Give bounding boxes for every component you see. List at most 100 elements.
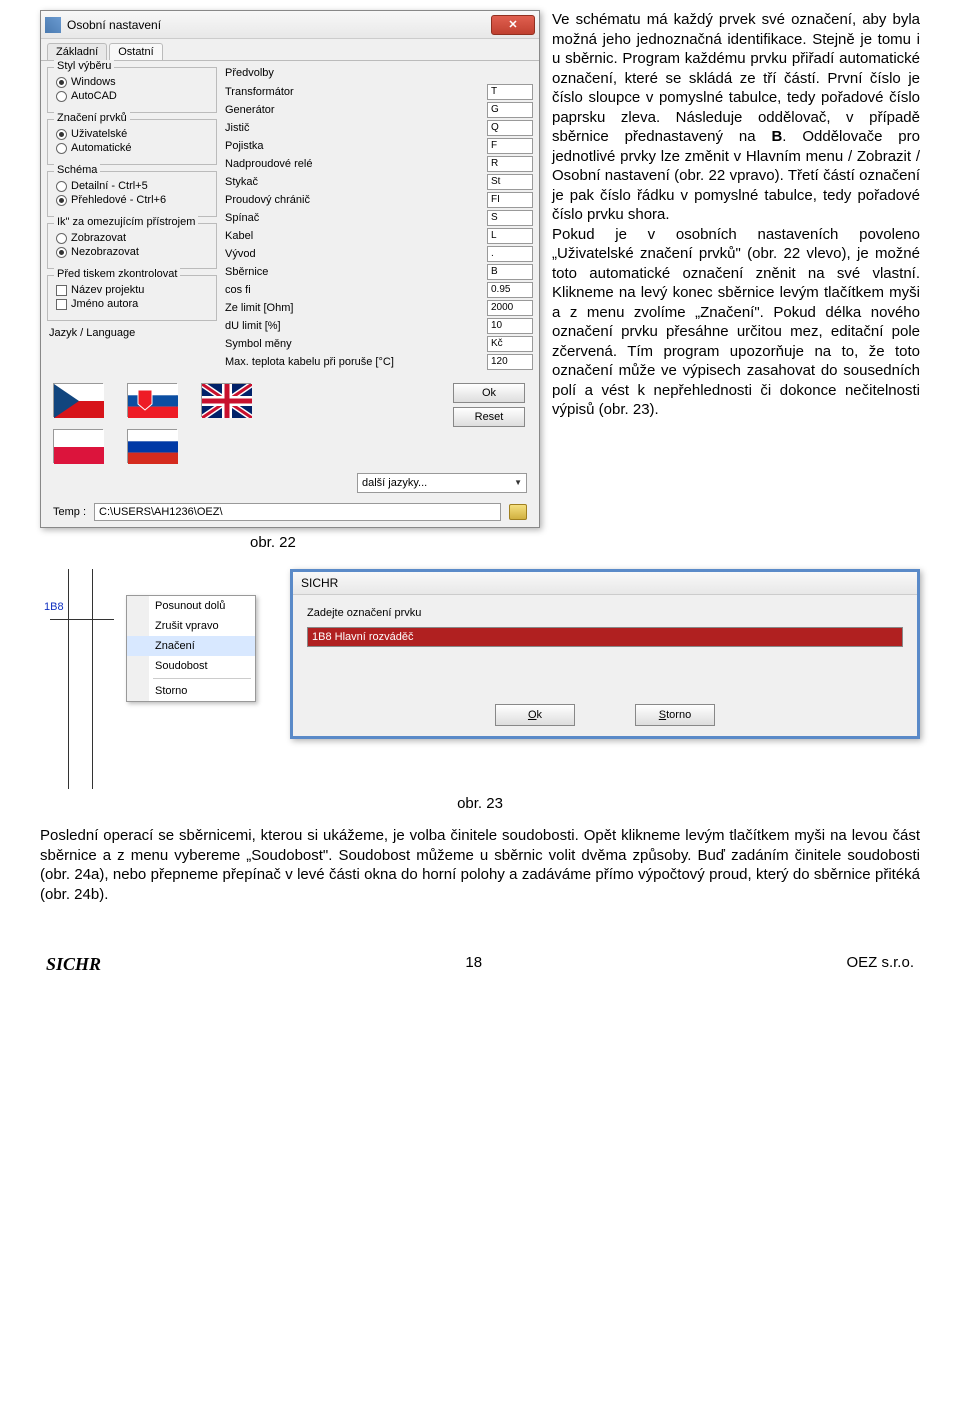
group-schema: Schéma Detailní - Ctrl+5 Přehledové - Ct… bbox=[47, 171, 217, 217]
preset-label: Pojistka bbox=[225, 140, 487, 152]
preset-label: Sběrnice bbox=[225, 266, 487, 278]
flag-cz[interactable] bbox=[53, 383, 103, 417]
flag-pl[interactable] bbox=[53, 429, 103, 463]
group-title: Ik" za omezujícím přístrojem bbox=[54, 216, 198, 228]
company: OEZ s.r.o. bbox=[846, 954, 914, 975]
radio-user[interactable] bbox=[56, 129, 67, 140]
app-icon bbox=[45, 17, 61, 33]
other-languages-dropdown[interactable]: další jazyky... ▼ bbox=[357, 473, 527, 493]
temp-input[interactable]: C:\USERS\AH1236\OEZ\ bbox=[94, 503, 501, 521]
flag-sk[interactable] bbox=[127, 383, 177, 417]
preset-input[interactable]: G bbox=[487, 102, 533, 118]
diagram-lines: 1B8 bbox=[40, 569, 122, 789]
titlebar: Osobní nastavení ✕ bbox=[41, 11, 539, 39]
presets-list: TransformátorTGenerátorGJističQPojistkaF… bbox=[225, 83, 533, 371]
preset-input[interactable]: 120 bbox=[487, 354, 533, 370]
preset-input[interactable]: . bbox=[487, 246, 533, 262]
preset-input[interactable]: S bbox=[487, 210, 533, 226]
preset-row: Symbol měnyKč bbox=[225, 335, 533, 353]
ok-button[interactable]: Ok bbox=[453, 383, 525, 403]
prompt-title: SICHR bbox=[293, 572, 917, 595]
preset-label: Vývod bbox=[225, 248, 487, 260]
menu-item[interactable]: Soudobost bbox=[127, 656, 255, 676]
flag-uk[interactable] bbox=[201, 383, 251, 417]
preset-row: JističQ bbox=[225, 119, 533, 137]
preset-label: Stykač bbox=[225, 176, 487, 188]
radio-windows[interactable] bbox=[56, 77, 67, 88]
preset-row: KabelL bbox=[225, 227, 533, 245]
preset-input[interactable]: 10 bbox=[487, 318, 533, 334]
preset-input[interactable]: F bbox=[487, 138, 533, 154]
preset-row: cos fi0.95 bbox=[225, 281, 533, 299]
caption-23: obr. 23 bbox=[40, 795, 920, 812]
prompt-storno[interactable]: Storno bbox=[635, 704, 715, 726]
preset-input[interactable]: 0.95 bbox=[487, 282, 533, 298]
radio-detail[interactable] bbox=[56, 181, 67, 192]
preset-label: Max. teplota kabelu při poruše [°C] bbox=[225, 356, 487, 368]
flag-ru[interactable] bbox=[127, 429, 177, 463]
preset-input[interactable]: T bbox=[487, 84, 533, 100]
radio-hide[interactable] bbox=[56, 247, 67, 258]
context-menu: Posunout dolů Zrušit vpravo Značení Soud… bbox=[126, 595, 256, 702]
preset-input[interactable]: St bbox=[487, 174, 533, 190]
preset-row: Vývod. bbox=[225, 245, 533, 263]
page-number: 18 bbox=[465, 954, 482, 975]
bottom-paragraph: Poslední operací se sběrnicemi, kterou s… bbox=[40, 826, 920, 904]
folder-icon[interactable] bbox=[509, 504, 527, 520]
close-button[interactable]: ✕ bbox=[491, 15, 535, 35]
preset-input[interactable]: B bbox=[487, 264, 533, 280]
reset-button[interactable]: Reset bbox=[453, 407, 525, 427]
check-project[interactable] bbox=[56, 285, 67, 296]
preset-input[interactable]: R bbox=[487, 156, 533, 172]
preset-input[interactable]: L bbox=[487, 228, 533, 244]
preset-input[interactable]: FI bbox=[487, 192, 533, 208]
preset-row: Ze limit [Ohm]2000 bbox=[225, 299, 533, 317]
menu-item[interactable]: Zrušit vpravo bbox=[127, 616, 255, 636]
preset-label: Proudový chránič bbox=[225, 194, 487, 206]
brand: SICHR bbox=[46, 954, 101, 975]
tab-other[interactable]: Ostatní bbox=[109, 43, 162, 60]
preset-row: GenerátorG bbox=[225, 101, 533, 119]
check-author[interactable] bbox=[56, 299, 67, 310]
preset-row: TransformátorT bbox=[225, 83, 533, 101]
preset-label: Spínač bbox=[225, 212, 487, 224]
preset-row: Proudový chráničFI bbox=[225, 191, 533, 209]
menu-item-znaceni[interactable]: Značení bbox=[127, 636, 255, 656]
tab-basic[interactable]: Základní bbox=[47, 43, 107, 60]
preset-row: StykačSt bbox=[225, 173, 533, 191]
radio-show[interactable] bbox=[56, 233, 67, 244]
preset-row: SběrniceB bbox=[225, 263, 533, 281]
radio-auto[interactable] bbox=[56, 143, 67, 154]
group-ik: Ik" za omezujícím přístrojem Zobrazovat … bbox=[47, 223, 217, 269]
preset-input[interactable]: Kč bbox=[487, 336, 533, 352]
prompt-dialog: SICHR Zadejte označení prvku 1B8 Hlavní … bbox=[290, 569, 920, 739]
preset-row: SpínačS bbox=[225, 209, 533, 227]
preset-row: dU limit [%]10 bbox=[225, 317, 533, 335]
preset-row: Nadproudové reléR bbox=[225, 155, 533, 173]
radio-autocad[interactable] bbox=[56, 91, 67, 102]
caption-22: obr. 22 bbox=[250, 534, 920, 551]
group-styl: Styl výběru Windows AutoCAD bbox=[47, 67, 217, 113]
presets-title: Předvolby bbox=[225, 67, 533, 79]
group-tisk: Před tiskem zkontrolovat Název projektu … bbox=[47, 275, 217, 321]
group-title: Před tiskem zkontrolovat bbox=[54, 268, 180, 280]
prompt-ok[interactable]: Ok bbox=[495, 704, 575, 726]
preset-label: dU limit [%] bbox=[225, 320, 487, 332]
dialog-title: Osobní nastavení bbox=[67, 18, 491, 32]
preset-input[interactable]: 2000 bbox=[487, 300, 533, 316]
preset-input[interactable]: Q bbox=[487, 120, 533, 136]
menu-item[interactable]: Posunout dolů bbox=[127, 596, 255, 616]
preset-label: Nadproudové relé bbox=[225, 158, 487, 170]
menu-item-storno[interactable]: Storno bbox=[127, 681, 255, 701]
node-label: 1B8 bbox=[44, 601, 64, 613]
footer: SICHR 18 OEZ s.r.o. bbox=[40, 954, 920, 975]
preset-label: cos fi bbox=[225, 284, 487, 296]
prompt-input[interactable]: 1B8 Hlavní rozváděč bbox=[307, 627, 903, 647]
radio-overview[interactable] bbox=[56, 195, 67, 206]
group-title: Schéma bbox=[54, 164, 100, 176]
preset-label: Ze limit [Ohm] bbox=[225, 302, 487, 314]
group-title: Značení prvků bbox=[54, 112, 130, 124]
group-znaceni: Značení prvků Uživatelské Automatické bbox=[47, 119, 217, 165]
preset-label: Jistič bbox=[225, 122, 487, 134]
preset-row: Max. teplota kabelu při poruše [°C]120 bbox=[225, 353, 533, 371]
